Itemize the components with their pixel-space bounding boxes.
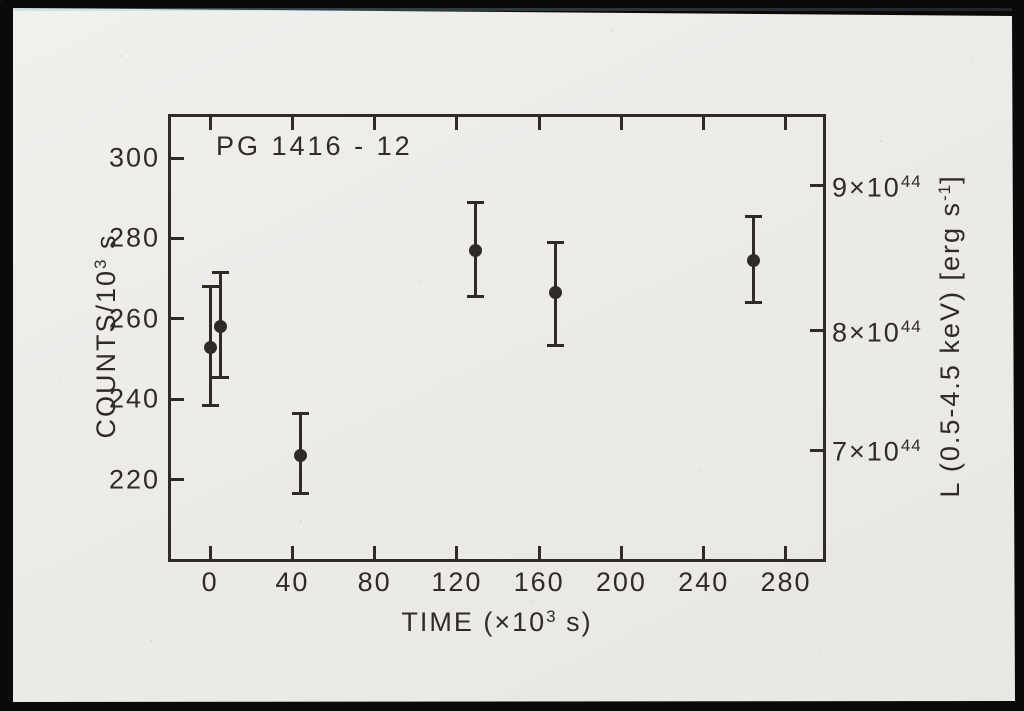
y-axis-label-right: L (0.5-4.5 keV) [erg s-1] xyxy=(934,174,966,498)
x-tick-bottom xyxy=(455,546,459,559)
x-tick-label: 280 xyxy=(760,567,812,597)
error-bar-cap-bottom xyxy=(466,295,484,299)
y-tick-right xyxy=(810,448,823,452)
error-bar-cap-top xyxy=(466,200,484,204)
x-tick-bottom xyxy=(702,546,706,559)
plot-area: PG 1416 - 12 0 40 80 120 160 200 240 280 300 280 2… xyxy=(109,114,921,596)
x-tick-top xyxy=(290,117,294,130)
x-tick-label: 240 xyxy=(678,567,730,597)
x-tick-bottom xyxy=(619,546,623,559)
y-tick-label-left: 300 xyxy=(108,142,160,173)
chart-title: PG 1416 - 12 xyxy=(216,131,413,161)
error-bar-cap-top xyxy=(547,240,565,244)
x-tick-bottom xyxy=(373,546,377,559)
y-tick-label-left: 260 xyxy=(108,303,160,334)
x-tick-label: 160 xyxy=(513,567,565,597)
x-tick-top xyxy=(373,117,377,130)
x-tick-bottom xyxy=(537,546,541,559)
x-tick-label: 120 xyxy=(431,567,483,597)
x-axis-label: TIME (×103 s) xyxy=(401,606,593,638)
error-bar-cap-bottom xyxy=(547,343,565,347)
paper-edge-sheen xyxy=(13,8,1012,11)
y-tick-label-right: 9×1044 xyxy=(832,171,922,203)
y-tick-left xyxy=(171,317,184,321)
y-tick-right xyxy=(810,329,823,333)
error-bar-cap-top xyxy=(744,214,762,218)
data-point-marker xyxy=(213,320,227,334)
data-point-marker xyxy=(294,449,308,463)
error-bar-cap-top xyxy=(292,411,310,415)
x-tick-label: 0 xyxy=(201,567,219,597)
error-bar-cap-bottom xyxy=(211,375,229,379)
x-tick-top xyxy=(537,117,541,130)
y-tick-label-left: 220 xyxy=(108,464,160,495)
x-tick-bottom xyxy=(208,546,212,559)
y-tick-left xyxy=(171,478,184,482)
x-tick-bottom xyxy=(290,546,294,559)
y-tick-label-right: 7×1044 xyxy=(832,436,922,467)
x-tick-top xyxy=(619,117,623,130)
error-bar-cap-top xyxy=(211,271,229,275)
y-tick-label-left: 240 xyxy=(108,383,160,414)
data-point-marker xyxy=(203,340,217,354)
y-axis-label-left: COUNTS/103 s xyxy=(90,233,122,439)
dust-specks xyxy=(0,0,2,2)
x-tick-top xyxy=(784,117,788,130)
x-tick-top xyxy=(208,117,212,130)
y-tick-right xyxy=(810,184,823,188)
x-tick-label: 80 xyxy=(357,567,392,597)
x-tick-label: 40 xyxy=(275,567,310,597)
data-point-marker xyxy=(746,254,760,268)
data-point-marker xyxy=(549,286,563,300)
error-bar-cap-top xyxy=(201,285,219,289)
error-bar-cap-bottom xyxy=(292,492,310,496)
y-tick-label-left: 280 xyxy=(108,222,160,253)
x-tick-top xyxy=(455,117,459,130)
error-bar-cap-bottom xyxy=(744,301,762,305)
data-point-marker xyxy=(468,244,482,257)
y-tick-left xyxy=(171,397,184,401)
x-tick-top xyxy=(702,117,706,130)
y-tick-left xyxy=(171,236,184,240)
x-tick-bottom xyxy=(784,546,788,559)
y-tick-label-right: 8×1044 xyxy=(832,316,922,348)
y-tick-left xyxy=(171,156,184,160)
x-tick-label: 200 xyxy=(595,567,647,597)
error-bar-cap-bottom xyxy=(201,403,219,407)
